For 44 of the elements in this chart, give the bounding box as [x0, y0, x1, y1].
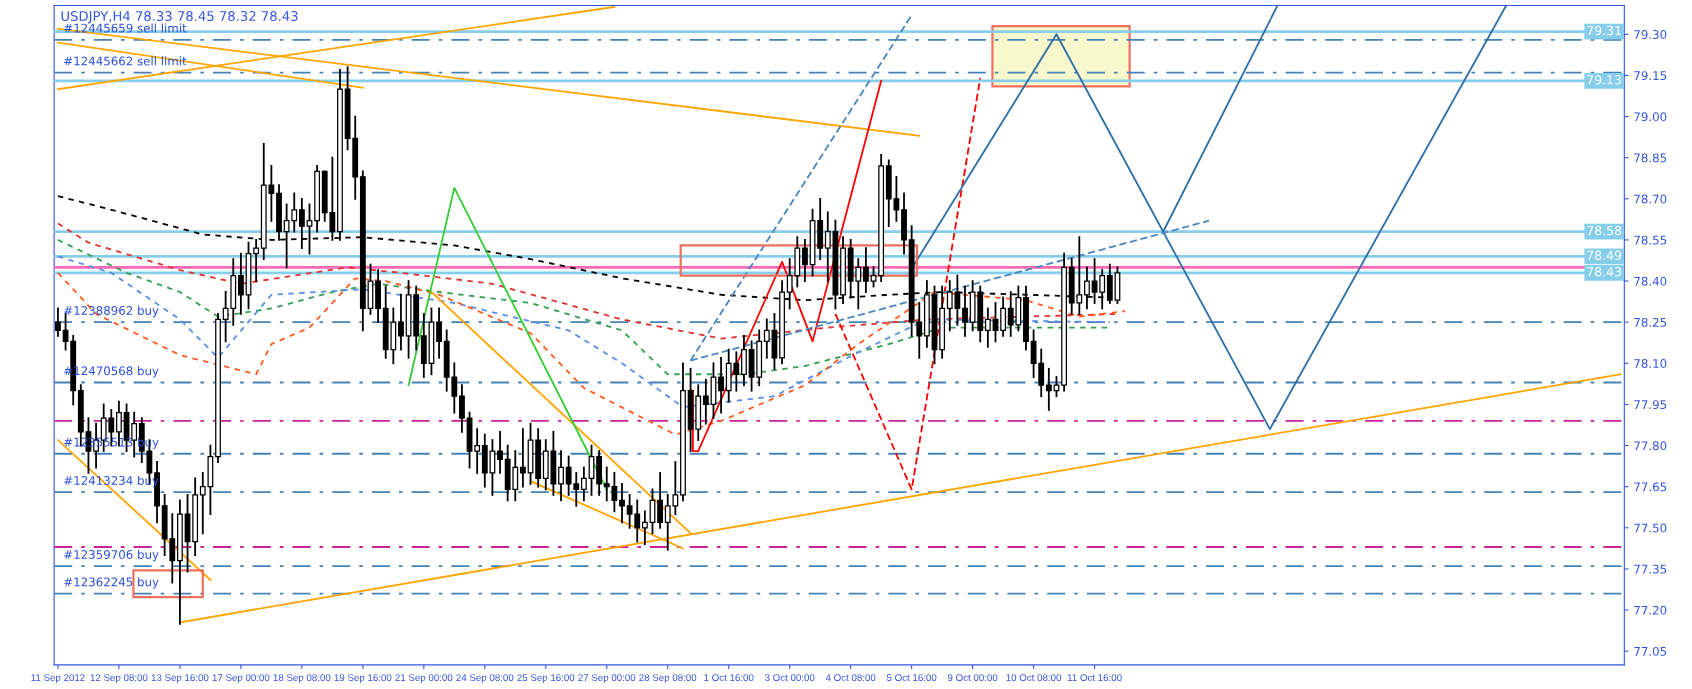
y-tick-label: 77.35: [1634, 564, 1667, 574]
ref-line-label: #12359706 buy: [64, 549, 159, 562]
x-tick-label: 3 Oct 00:00: [764, 674, 815, 682]
y-tick-label: 77.05: [1634, 646, 1667, 656]
y-tick-label: 79.00: [1634, 112, 1667, 122]
y-tick-label: 78.70: [1634, 194, 1667, 204]
y-tick-label: 77.20: [1634, 605, 1667, 615]
x-tick-label: 21 Sep 00:00: [395, 674, 453, 683]
x-tick-label: 18 Sep 08:00: [273, 674, 331, 683]
y-tick-label: 78.40: [1634, 276, 1667, 286]
x-tick-label: 4 Oct 08:00: [825, 674, 876, 682]
y-tick-label: 78.10: [1634, 359, 1667, 368]
ref-line-label: #12362245 buy: [64, 577, 159, 589]
x-tick-label: 1 Oct 16:00: [704, 674, 754, 682]
y-tick-label: 78.25: [1634, 317, 1667, 327]
ref-line-label: 79.13: [1587, 75, 1622, 85]
y-tick-label: 77.95: [1634, 400, 1667, 410]
y-tick-label: 79.15: [1634, 71, 1667, 81]
x-tick-label: 28 Sep 08:00: [639, 674, 697, 683]
chart-title: USDJPY,H4 78.33 78.45 78.32 78.43: [61, 11, 298, 24]
x-tick-label: 11 Oct 16:00: [1067, 674, 1122, 682]
x-tick-label: 12 Sep 08:00: [90, 674, 148, 683]
x-tick-label: 11 Sep 2012: [31, 674, 85, 683]
ref-line-label: 78.49: [1587, 250, 1622, 260]
y-tick-label: 79.30: [1634, 30, 1667, 39]
ref-line-label: #12445659 sell limit: [64, 23, 187, 33]
y-tick-label: 77.65: [1634, 482, 1667, 492]
ref-line-label: 78.43: [1587, 267, 1622, 277]
y-tick-label: 77.80: [1634, 441, 1667, 451]
x-tick-label: 9 Oct 00:00: [947, 674, 998, 682]
x-tick-label: 24 Sep 08:00: [456, 674, 514, 683]
ref-line-label: 78.58: [1587, 225, 1622, 236]
x-tick-label: 19 Sep 16:00: [334, 674, 392, 683]
y-tick-label: 78.55: [1634, 235, 1667, 245]
x-tick-label: 27 Sep 00:00: [578, 674, 636, 683]
y-tick-label: 77.50: [1634, 523, 1667, 533]
x-tick-label: 13 Sep 16:00: [151, 674, 209, 683]
x-tick-label: 10 Oct 08:00: [1006, 674, 1062, 682]
ref-line-label: #12388962 buy: [64, 305, 159, 318]
x-tick-label: 25 Sep 16:00: [517, 674, 575, 683]
y-tick-label: 78.85: [1634, 153, 1667, 163]
ref-line-label: 79.31: [1587, 25, 1621, 36]
x-tick-label: 17 Sep 00:00: [212, 674, 270, 683]
x-tick-label: 5 Oct 16:00: [886, 674, 937, 682]
